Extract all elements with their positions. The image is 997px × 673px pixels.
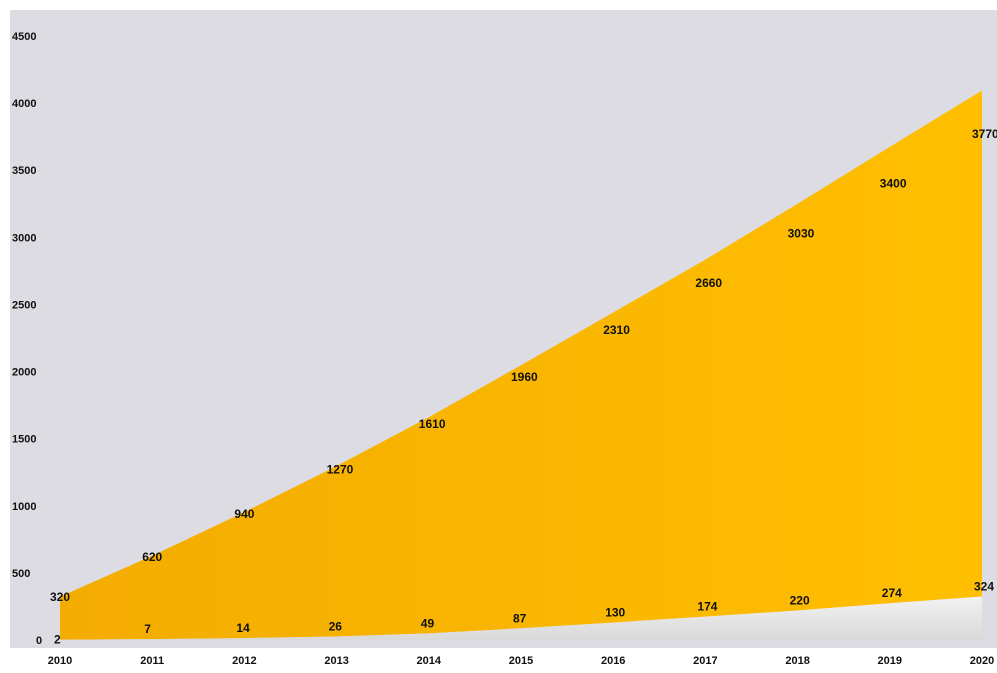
y-tick-label: 3500 <box>12 165 36 177</box>
data-label-series-2: 174 <box>697 600 717 614</box>
data-label-series-2: 7 <box>144 622 151 636</box>
x-tick-label: 2011 <box>140 655 164 667</box>
x-tick-label: 2012 <box>232 655 256 667</box>
data-label-series-1: 320 <box>50 590 70 604</box>
data-label-series-2: 274 <box>882 586 902 600</box>
x-tick-label: 2019 <box>878 655 902 667</box>
data-label-series-1: 3400 <box>880 177 907 191</box>
y-tick-label: 0 <box>36 635 42 647</box>
y-tick-label: 1500 <box>12 434 36 446</box>
x-tick-label: 2015 <box>509 655 533 667</box>
data-label-series-2: 26 <box>329 620 343 634</box>
x-tick-label: 2014 <box>417 655 442 667</box>
area-series-1 <box>60 90 982 640</box>
data-label-series-1: 1270 <box>327 463 354 477</box>
data-label-series-2: 130 <box>605 606 625 620</box>
y-tick-label: 500 <box>12 568 30 580</box>
x-tick-label: 2010 <box>48 655 72 667</box>
data-label-series-1: 1610 <box>419 417 446 431</box>
y-tick-label: 1000 <box>12 501 36 513</box>
data-label-series-2: 2 <box>54 633 61 647</box>
data-label-series-2: 14 <box>236 621 250 635</box>
data-label-series-1: 3030 <box>788 226 815 240</box>
data-label-series-1: 1960 <box>511 370 538 384</box>
y-tick-label: 4000 <box>12 98 36 110</box>
y-tick-label: 2000 <box>12 367 36 379</box>
data-label-series-2: 49 <box>421 616 435 630</box>
x-tick-label: 2017 <box>693 655 717 667</box>
x-tick-label: 2018 <box>785 655 809 667</box>
data-label-series-1: 2660 <box>695 276 722 290</box>
data-label-series-1: 620 <box>142 550 162 564</box>
area-series-2 <box>60 596 982 640</box>
x-tick-label: 2016 <box>601 655 625 667</box>
data-label-series-1: 2310 <box>603 323 630 337</box>
x-tick-label: 2020 <box>970 655 994 667</box>
data-label-series-1: 940 <box>234 507 254 521</box>
x-tick-label: 2013 <box>324 655 348 667</box>
data-label-series-2: 87 <box>513 611 527 625</box>
y-tick-label: 2500 <box>12 299 36 311</box>
data-label-series-2: 324 <box>974 580 994 594</box>
y-tick-label: 3000 <box>12 232 36 244</box>
data-label-series-2: 220 <box>790 593 810 607</box>
data-label-series-1: 3770 <box>972 127 997 141</box>
y-tick-label: 4500 <box>12 31 36 43</box>
